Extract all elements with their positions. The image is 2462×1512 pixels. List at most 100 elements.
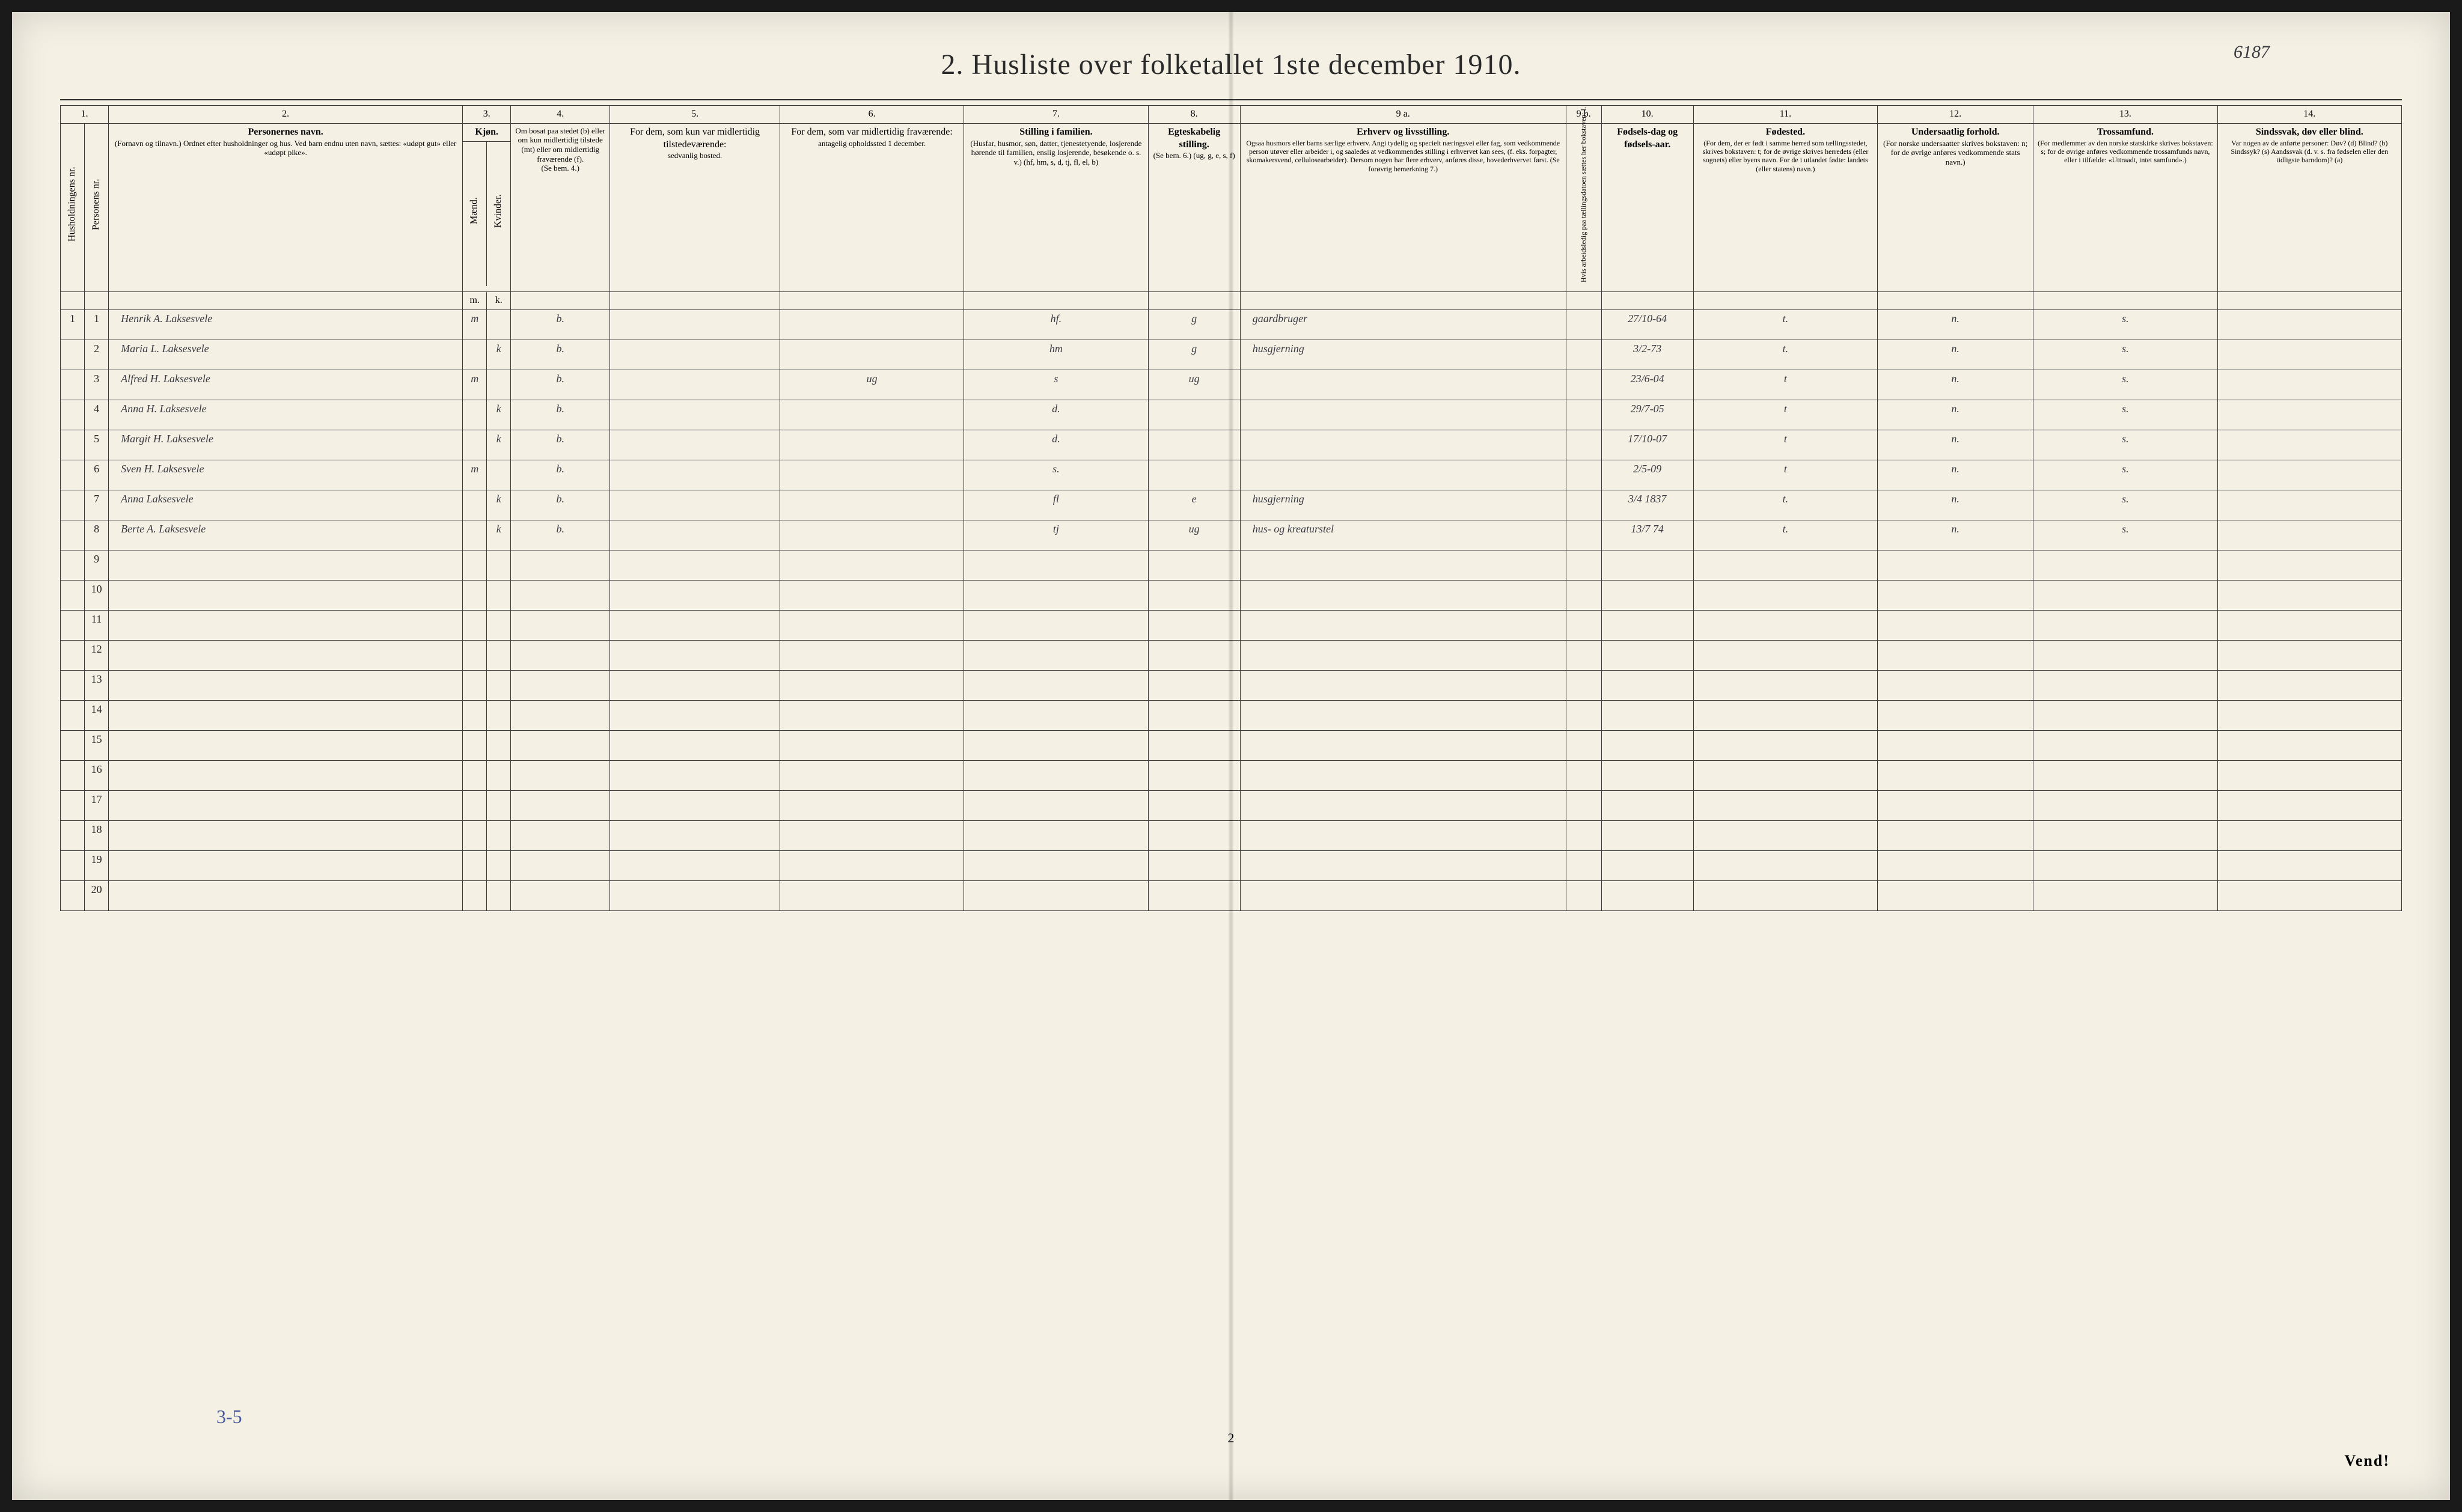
cell-dob: 29/7-05 bbox=[1601, 400, 1693, 430]
cell-marital bbox=[1148, 430, 1240, 460]
cell-empty bbox=[1566, 880, 1601, 910]
cell-empty bbox=[2217, 640, 2401, 670]
cell-empty bbox=[1240, 760, 1566, 790]
cell-person-nr: 14 bbox=[85, 700, 109, 730]
cell-marital: e bbox=[1148, 490, 1240, 520]
cell-person-nr: 17 bbox=[85, 790, 109, 820]
cell-empty bbox=[1148, 700, 1240, 730]
colnum-6: 6. bbox=[780, 106, 964, 124]
cell-empty bbox=[109, 700, 463, 730]
cell-temp-present bbox=[610, 430, 780, 460]
table-row: 2 Maria L. Laksesvele k b. hm g husgjern… bbox=[61, 340, 2402, 370]
cell-marital bbox=[1148, 400, 1240, 430]
table-row-empty: 13 bbox=[61, 670, 2402, 700]
cell-empty bbox=[1878, 580, 2033, 610]
cell-empty bbox=[511, 850, 610, 880]
cell-name: Berte A. Laksesvele bbox=[109, 520, 463, 550]
cell-temp-present bbox=[610, 400, 780, 430]
cell-household-nr bbox=[61, 340, 85, 370]
cell-temp-absent: ug bbox=[780, 370, 964, 400]
cell-male: m bbox=[463, 370, 487, 400]
footer-annotation: 3-5 bbox=[216, 1406, 242, 1428]
cell-person-nr: 16 bbox=[85, 760, 109, 790]
cell-disability bbox=[2217, 400, 2401, 430]
cell-empty bbox=[2033, 790, 2217, 820]
cell-empty bbox=[1601, 850, 1693, 880]
cell-empty bbox=[1566, 730, 1601, 760]
cell-female: k bbox=[487, 400, 511, 430]
cell-empty bbox=[1693, 850, 1877, 880]
cell-empty bbox=[2033, 850, 2217, 880]
vend-label: Vend! bbox=[2344, 1452, 2390, 1470]
cell-empty bbox=[1601, 640, 1693, 670]
cell-male bbox=[463, 400, 487, 430]
cell-occupation bbox=[1240, 400, 1566, 430]
cell-person-nr: 1 bbox=[85, 309, 109, 340]
cell-female: k bbox=[487, 490, 511, 520]
cell-empty bbox=[2033, 640, 2217, 670]
cell-empty bbox=[109, 790, 463, 820]
cell-empty bbox=[2217, 820, 2401, 850]
cell-empty bbox=[1566, 670, 1601, 700]
colnum-7: 7. bbox=[964, 106, 1148, 124]
colnum-10: 10. bbox=[1601, 106, 1693, 124]
cell-empty bbox=[964, 610, 1148, 640]
cell-empty bbox=[780, 820, 964, 850]
table-row: 5 Margit H. Laksesvele k b. d. 17/10-07 … bbox=[61, 430, 2402, 460]
header-disability: Sindssvak, døv eller blind. Var nogen av… bbox=[2217, 123, 2401, 291]
cell-empty bbox=[2217, 700, 2401, 730]
cell-unemployed bbox=[1566, 309, 1601, 340]
cell-empty bbox=[780, 850, 964, 880]
cell-empty bbox=[610, 640, 780, 670]
cell-household-nr bbox=[61, 370, 85, 400]
table-row: 1 1 Henrik A. Laksesvele m b. hf. g gaar… bbox=[61, 309, 2402, 340]
cell-empty bbox=[2033, 760, 2217, 790]
cell-person-nr: 6 bbox=[85, 460, 109, 490]
cell-empty bbox=[1878, 640, 2033, 670]
cell-marital bbox=[1148, 460, 1240, 490]
cell-empty bbox=[1566, 550, 1601, 580]
cell-empty bbox=[109, 760, 463, 790]
cell-empty bbox=[463, 790, 487, 820]
census-table: 1. 2. 3. 4. 5. 6. 7. 8. 9 a. 9 b. 10. 11… bbox=[60, 105, 2402, 911]
cell-person-nr: 2 bbox=[85, 340, 109, 370]
cell-empty bbox=[1566, 640, 1601, 670]
header-birthplace: Fødested. (For dem, der er født i samme … bbox=[1693, 123, 1877, 291]
cell-nationality: n. bbox=[1878, 520, 2033, 550]
cell-empty bbox=[2033, 880, 2217, 910]
cell-dob: 2/5-09 bbox=[1601, 460, 1693, 490]
cell-empty bbox=[1693, 820, 1877, 850]
cell-empty bbox=[463, 670, 487, 700]
cell-household-nr bbox=[61, 880, 85, 910]
cell-female bbox=[487, 309, 511, 340]
cell-empty bbox=[610, 730, 780, 760]
header-marital: Egteskabelig stilling. (Se bem. 6.) (ug,… bbox=[1148, 123, 1240, 291]
cell-male bbox=[463, 430, 487, 460]
table-row: 4 Anna H. Laksesvele k b. d. 29/7-05 t n… bbox=[61, 400, 2402, 430]
header-temp-absent: For dem, som var midlertidig fraværende:… bbox=[780, 123, 964, 291]
cell-household-nr bbox=[61, 430, 85, 460]
cell-empty bbox=[2217, 760, 2401, 790]
cell-empty bbox=[487, 550, 511, 580]
colnum-14: 14. bbox=[2217, 106, 2401, 124]
colnum-8: 8. bbox=[1148, 106, 1240, 124]
cell-empty bbox=[487, 880, 511, 910]
cell-family-position: s. bbox=[964, 460, 1148, 490]
cell-empty bbox=[780, 580, 964, 610]
cell-dob: 3/2-73 bbox=[1601, 340, 1693, 370]
cell-unemployed bbox=[1566, 430, 1601, 460]
cell-temp-present bbox=[610, 309, 780, 340]
cell-occupation bbox=[1240, 430, 1566, 460]
cell-disability bbox=[2217, 430, 2401, 460]
header-name: Personernes navn. (Fornavn og tilnavn.) … bbox=[109, 123, 463, 291]
cell-unemployed bbox=[1566, 460, 1601, 490]
cell-empty bbox=[610, 880, 780, 910]
cell-empty bbox=[1148, 670, 1240, 700]
cell-empty bbox=[610, 790, 780, 820]
cell-empty bbox=[487, 700, 511, 730]
cell-residence: b. bbox=[511, 490, 610, 520]
cell-religion: s. bbox=[2033, 400, 2217, 430]
colnum-11: 11. bbox=[1693, 106, 1877, 124]
cell-empty bbox=[1878, 820, 2033, 850]
cell-empty bbox=[1601, 880, 1693, 910]
